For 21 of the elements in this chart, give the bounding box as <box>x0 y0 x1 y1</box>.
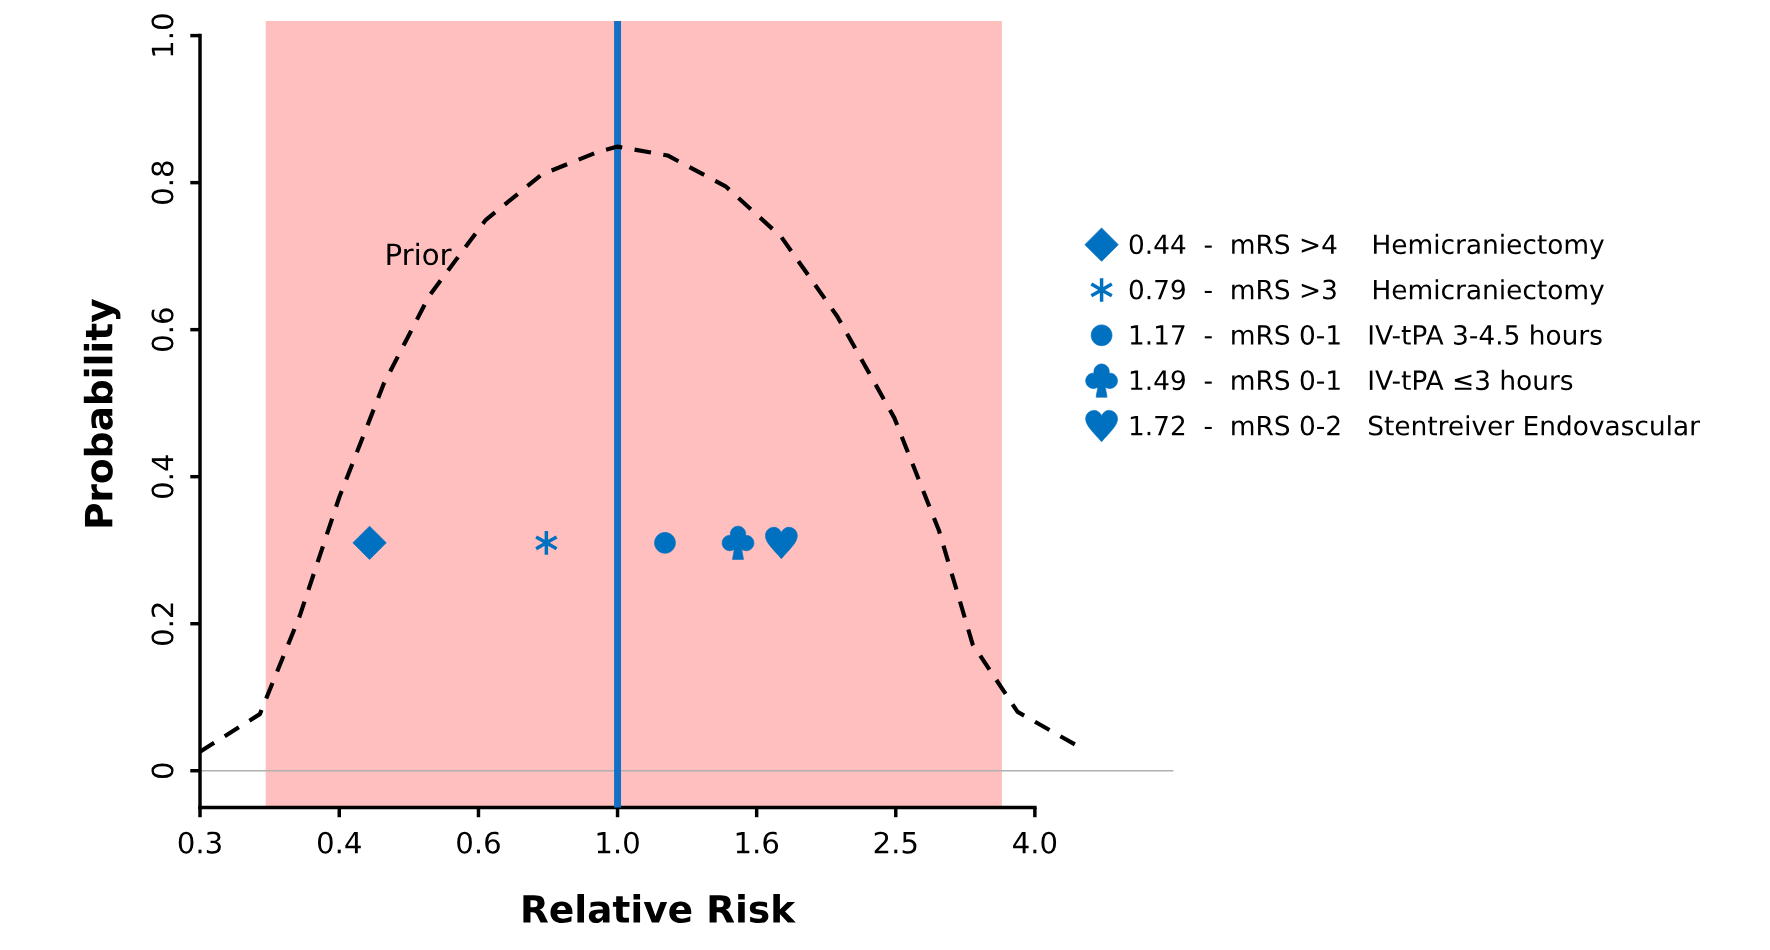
annotation: Prior <box>387 242 452 266</box>
y-tick-label: 0.2 <box>151 603 174 645</box>
x-tick-label: 1.6 <box>736 831 779 854</box>
x-tick-label: 4.0 <box>1013 831 1057 854</box>
x-tick-label: 0.4 <box>317 831 361 854</box>
x-tick-label: 2.5 <box>874 831 917 854</box>
y-tick-label: 1.0 <box>151 14 174 56</box>
y-tick-label: 0 <box>151 763 174 779</box>
y-tick-label: 0.8 <box>151 161 174 204</box>
legend-label: 0.44 - mRS >4 Hemicraniectomy <box>1129 233 1604 260</box>
legend-label: 1.49 - mRS 0-1 IV-tPA ≤3 hours <box>1130 369 1573 391</box>
x-tick-label: 0.6 <box>457 831 500 854</box>
y-tick-label: 0.6 <box>151 308 174 351</box>
y-axis-title: Probability <box>83 299 121 527</box>
x-tick-label: 1.0 <box>597 831 639 854</box>
y-tick-label: 0.4 <box>151 455 174 498</box>
legend-label: 1.72 - mRS 0-2 Stentreiver Endovascular <box>1130 415 1700 436</box>
legend-label: 1.17 - mRS 0-1 IV-tPA 3-4.5 hours <box>1130 324 1602 345</box>
legend-label: 0.79 - mRS >3 Hemicraniectomy <box>1129 279 1604 305</box>
x-tick-label: 0.3 <box>178 831 221 854</box>
x-axis-title: Relative Risk <box>523 894 796 924</box>
